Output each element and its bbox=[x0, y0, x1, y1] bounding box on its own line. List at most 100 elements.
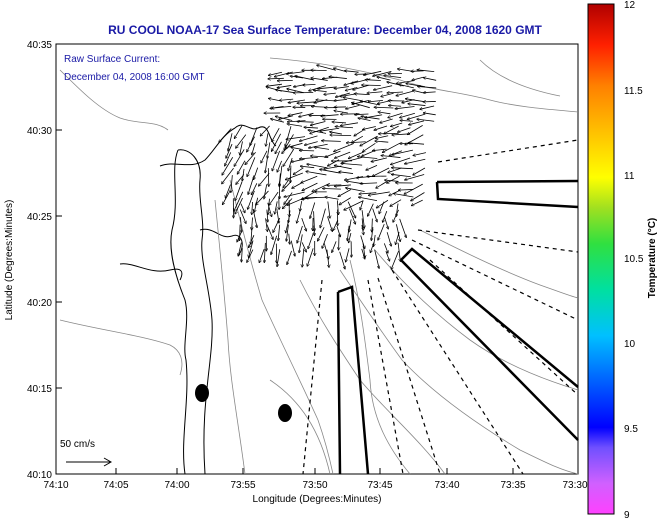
current-vector bbox=[266, 133, 269, 146]
current-vector bbox=[383, 243, 388, 253]
current-vector bbox=[287, 124, 303, 127]
current-vector bbox=[271, 133, 281, 152]
current-vector bbox=[407, 113, 425, 119]
current-vector bbox=[267, 209, 268, 222]
current-vector bbox=[277, 160, 282, 172]
current-vector bbox=[317, 65, 336, 71]
ytick-label: 40:35 bbox=[27, 40, 52, 51]
current-vector bbox=[308, 143, 328, 148]
current-vector bbox=[238, 242, 242, 257]
current-vector bbox=[325, 197, 339, 200]
current-vector bbox=[393, 209, 399, 222]
current-vector bbox=[404, 158, 426, 164]
current-vector bbox=[360, 183, 378, 184]
current-vector bbox=[367, 92, 383, 93]
current-vector bbox=[368, 203, 374, 217]
current-vector bbox=[231, 175, 233, 192]
current-vector bbox=[266, 224, 273, 239]
current-vector bbox=[346, 105, 360, 109]
current-vector bbox=[240, 141, 243, 155]
current-vector bbox=[387, 92, 403, 93]
scale-label: 50 cm/s bbox=[60, 439, 95, 450]
current-vector bbox=[302, 248, 305, 267]
current-vector bbox=[332, 122, 347, 123]
current-vector bbox=[247, 136, 255, 152]
current-vector bbox=[267, 142, 271, 158]
current-vector bbox=[345, 71, 359, 73]
colorbar bbox=[587, 3, 615, 515]
current-vector bbox=[307, 248, 314, 266]
current-vector bbox=[311, 70, 327, 71]
current-vector bbox=[390, 199, 402, 207]
surface-current-vectors bbox=[219, 65, 437, 269]
current-vector bbox=[308, 130, 327, 134]
colorbar-tick: 11.5 bbox=[624, 86, 643, 97]
current-vector bbox=[283, 148, 295, 166]
colorbar-tick: 10 bbox=[624, 339, 636, 350]
current-vector bbox=[252, 143, 256, 155]
current-vector bbox=[278, 224, 281, 241]
current-vector bbox=[411, 199, 423, 206]
current-vector bbox=[334, 99, 348, 100]
current-vector bbox=[268, 71, 283, 75]
current-vector bbox=[343, 97, 361, 101]
current-vector bbox=[320, 169, 340, 174]
current-vector bbox=[306, 171, 327, 176]
current-vector bbox=[286, 136, 306, 140]
current-vector bbox=[349, 232, 352, 243]
current-vector bbox=[393, 194, 414, 198]
current-vector bbox=[391, 174, 411, 178]
current-vector bbox=[324, 93, 336, 94]
current-vector bbox=[333, 219, 339, 231]
current-vector bbox=[299, 112, 314, 117]
current-vector bbox=[320, 208, 326, 228]
current-vector bbox=[365, 80, 381, 81]
current-vector bbox=[380, 118, 393, 123]
current-vector bbox=[297, 122, 314, 123]
current-vector bbox=[277, 85, 292, 87]
current-vector bbox=[310, 121, 326, 126]
current-vector bbox=[409, 120, 425, 125]
current-vector bbox=[260, 125, 270, 136]
current-vector bbox=[234, 149, 245, 166]
current-vector bbox=[363, 70, 382, 75]
current-vector bbox=[382, 143, 400, 153]
station-marker-b bbox=[278, 404, 292, 422]
current-vector bbox=[372, 167, 390, 176]
current-vector bbox=[384, 75, 402, 79]
current-vector bbox=[352, 103, 370, 109]
current-vector bbox=[284, 192, 293, 205]
radial-coverage-lines bbox=[302, 139, 579, 475]
current-vector bbox=[252, 208, 257, 228]
current-vector bbox=[290, 240, 295, 257]
current-vector bbox=[254, 167, 259, 180]
current-vector bbox=[285, 172, 303, 180]
current-vector bbox=[368, 100, 383, 101]
current-vector bbox=[268, 78, 284, 79]
current-vector bbox=[420, 105, 435, 109]
current-vector bbox=[314, 225, 315, 236]
current-vector bbox=[372, 218, 373, 232]
current-vector bbox=[248, 175, 255, 194]
scale-arrowhead bbox=[103, 457, 113, 467]
xtick-label: 73:35 bbox=[500, 480, 525, 491]
current-vector bbox=[247, 157, 256, 176]
current-vector bbox=[254, 197, 259, 212]
current-vector bbox=[235, 181, 243, 201]
current-vector bbox=[240, 203, 245, 213]
current-vector bbox=[344, 200, 364, 210]
current-vector bbox=[297, 209, 301, 223]
current-vector bbox=[275, 201, 278, 214]
y-axis-label: Latitude (Degrees:Minutes) bbox=[4, 200, 15, 321]
current-vector bbox=[222, 157, 234, 175]
current-vector bbox=[358, 157, 378, 159]
current-vector bbox=[361, 224, 364, 235]
current-vector bbox=[413, 167, 426, 175]
current-vector bbox=[287, 121, 306, 122]
current-vector bbox=[310, 202, 316, 219]
current-vector bbox=[226, 143, 233, 158]
current-vector bbox=[334, 151, 351, 158]
current-vector bbox=[297, 225, 303, 243]
current-vector bbox=[275, 116, 293, 121]
current-vector bbox=[285, 142, 303, 148]
